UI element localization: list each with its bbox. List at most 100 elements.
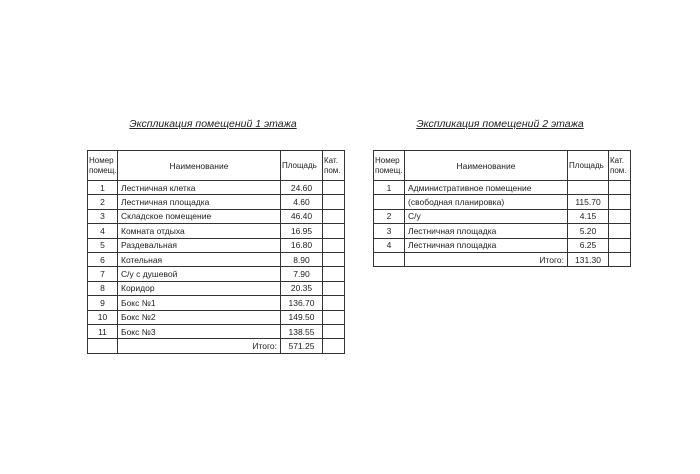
header-row: Номер помещ. Наименование Площадь Кат. пом.	[87, 150, 345, 181]
room-number: 1	[373, 179, 405, 196]
header-number: Номер помещ.	[373, 150, 405, 181]
floor1-table: Номер помещ. Наименование Площадь Кат. пом. 1 Л…	[87, 150, 345, 354]
room-number: 3	[87, 208, 118, 225]
room-area: 6.25	[567, 237, 609, 253]
header-number-2: помещ.	[375, 165, 403, 175]
table-row: 4 Лестничная площадка 6.25	[373, 237, 631, 253]
room-name: Административное помещение	[404, 179, 568, 196]
room-area	[567, 179, 609, 196]
room-category	[608, 179, 631, 196]
total-empty	[87, 338, 118, 354]
room-number: 9	[87, 295, 118, 311]
floor2-title: Экспликация помещений 2 этажа	[416, 118, 584, 130]
room-area: 115.70	[567, 194, 609, 210]
header-cat-2: пом.	[324, 165, 341, 175]
table-row: 7 С/у с душевой 7.90	[87, 266, 345, 282]
room-name: Лестничная клетка	[117, 179, 281, 196]
room-name: Складское помещение	[117, 208, 281, 225]
room-category	[322, 179, 345, 196]
header-category: Кат. пом.	[322, 150, 345, 181]
room-area: 24.60	[280, 179, 323, 196]
table-row: 6 Котельная 8.90	[87, 251, 345, 268]
header-name: Наименование	[117, 150, 281, 181]
room-category	[322, 280, 345, 297]
total-label: Итого:	[117, 338, 281, 354]
room-name: Бокс №1	[117, 295, 281, 311]
room-category	[322, 237, 345, 253]
total-value: 571.25	[280, 338, 323, 354]
room-area: 16.80	[280, 237, 323, 253]
room-category	[322, 251, 345, 268]
table-row: 9 Бокс №1 136.70	[87, 295, 345, 311]
room-area: 136.70	[280, 295, 323, 311]
room-name: Бокс №2	[117, 309, 281, 325]
room-name: Комната отдыха	[117, 223, 281, 239]
header-number-1: Номер	[89, 155, 114, 165]
header-cat-2: пом.	[610, 165, 627, 175]
total-row: Итого: 131.30	[373, 251, 631, 268]
room-category	[608, 194, 631, 210]
room-name: Бокс №3	[117, 323, 281, 340]
room-area: 7.90	[280, 266, 323, 282]
floor2-table: Номер помещ. Наименование Площадь Кат. пом. 1 А…	[373, 150, 631, 268]
room-number: 4	[87, 223, 118, 239]
table-row: 1 Лестничная клетка 24.60	[87, 179, 345, 196]
header-cat-1: Кат.	[610, 155, 624, 165]
total-category	[608, 251, 631, 268]
room-category	[322, 309, 345, 325]
table-row: 5 Раздевальная 16.80	[87, 237, 345, 253]
room-name: Лестничная площадка	[404, 237, 568, 253]
room-category	[322, 223, 345, 239]
header-area: Площадь	[567, 150, 609, 181]
room-number: 2	[373, 208, 405, 225]
room-number: 6	[87, 251, 118, 268]
room-category	[322, 295, 345, 311]
table-row: 3 Лестничная площадка 5.20	[373, 223, 631, 239]
table-row: 4 Комната отдыха 16.95	[87, 223, 345, 239]
table-row: 10 Бокс №2 149.50	[87, 309, 345, 325]
table-row: (свободная планировка) 115.70	[373, 194, 631, 210]
table-row: 8 Коридор 20.35	[87, 280, 345, 297]
room-area: 149.50	[280, 309, 323, 325]
room-category	[322, 323, 345, 340]
room-category	[608, 237, 631, 253]
table-row: 2 Лестничная площадка 4.60	[87, 194, 345, 210]
room-number: 1	[87, 179, 118, 196]
room-number: 2	[87, 194, 118, 210]
room-area: 5.20	[567, 223, 609, 239]
total-label: Итого:	[404, 251, 568, 268]
room-name: Лестничная площадка	[404, 223, 568, 239]
header-name: Наименование	[404, 150, 568, 181]
room-number: 5	[87, 237, 118, 253]
room-area: 20.35	[280, 280, 323, 297]
room-area: 138.55	[280, 323, 323, 340]
room-area: 4.60	[280, 194, 323, 210]
room-category	[322, 208, 345, 225]
room-name: С/у с душевой	[117, 266, 281, 282]
header-category: Кат. пом.	[608, 150, 631, 181]
room-number: 11	[87, 323, 118, 340]
room-name: С/у	[404, 208, 568, 225]
room-number: 10	[87, 309, 118, 325]
room-category	[322, 194, 345, 210]
total-value: 131.30	[567, 251, 609, 268]
header-area: Площадь	[280, 150, 323, 181]
header-cat-1: Кат.	[324, 155, 338, 165]
room-number: 3	[373, 223, 405, 239]
total-empty	[373, 251, 405, 268]
room-area: 16.95	[280, 223, 323, 239]
room-name: Котельная	[117, 251, 281, 268]
room-category	[608, 223, 631, 239]
room-number	[373, 194, 405, 210]
header-number-2: помещ.	[89, 165, 117, 175]
room-category	[322, 266, 345, 282]
total-category	[322, 338, 345, 354]
room-name: Лестничная площадка	[117, 194, 281, 210]
table-row: 11 Бокс №3 138.55	[87, 323, 345, 340]
total-row: Итого: 571.25	[87, 338, 345, 354]
table-row: 1 Административное помещение	[373, 179, 631, 196]
header-number-1: Номер	[375, 155, 400, 165]
room-number: 4	[373, 237, 405, 253]
room-area: 4.15	[567, 208, 609, 225]
header-row: Номер помещ. Наименование Площадь Кат. пом.	[373, 150, 631, 181]
